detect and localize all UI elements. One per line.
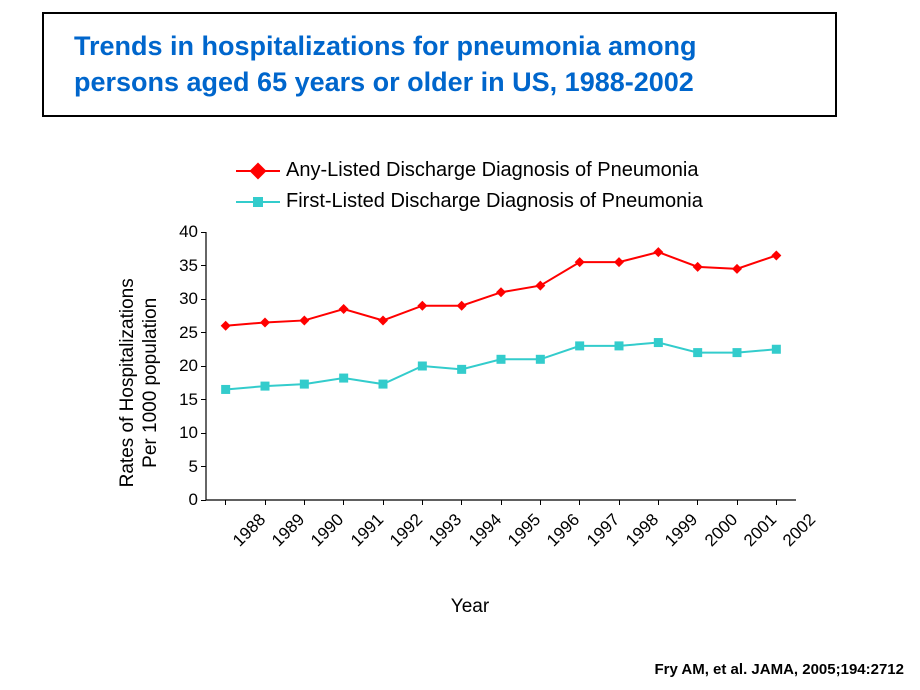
chart-area: Any-Listed Discharge Diagnosis of Pneumo… [110, 150, 830, 590]
x-tick-label: 1990 [307, 510, 348, 551]
diamond-icon [260, 317, 270, 327]
x-tick-label: 1996 [543, 510, 584, 551]
square-icon [457, 365, 466, 374]
y-tick-label: 30 [179, 289, 198, 309]
y-tick-label: 25 [179, 323, 198, 343]
x-tick-mark [501, 500, 502, 505]
square-icon [615, 341, 624, 350]
x-tick-label: 1989 [268, 510, 309, 551]
x-tick-mark [658, 500, 659, 505]
x-tick-label: 2002 [779, 510, 820, 551]
diamond-icon [496, 287, 506, 297]
square-icon [575, 341, 584, 350]
x-tick-label: 1999 [661, 510, 702, 551]
y-tick-label: 10 [179, 423, 198, 443]
title-box: Trends in hospitalizations for pneumonia… [42, 12, 837, 117]
diamond-icon [693, 262, 703, 272]
x-tick-mark [225, 500, 226, 505]
x-tick-label: 2000 [701, 510, 742, 551]
diamond-icon [771, 250, 781, 260]
y-tick-label: 5 [189, 457, 198, 477]
diamond-icon [614, 257, 624, 267]
x-tick-label: 2001 [740, 510, 781, 551]
square-icon [221, 385, 230, 394]
diamond-icon [732, 264, 742, 274]
legend-swatch-series-1 [236, 162, 280, 180]
square-icon [418, 362, 427, 371]
x-tick-mark [422, 500, 423, 505]
x-tick-mark [579, 500, 580, 505]
y-tick-label: 15 [179, 390, 198, 410]
y-tick-label: 20 [179, 356, 198, 376]
diamond-icon [378, 315, 388, 325]
square-icon [654, 338, 663, 347]
square-icon [536, 355, 545, 364]
y-axis-label: Rates of Hospitalizations Per 1000 popul… [117, 263, 163, 503]
square-icon [379, 380, 388, 389]
legend-item: Any-Listed Discharge Diagnosis of Pneumo… [236, 156, 703, 185]
diamond-icon [221, 321, 231, 331]
slide: Trends in hospitalizations for pneumonia… [0, 0, 920, 690]
x-tick-mark [265, 500, 266, 505]
diamond-icon [535, 281, 545, 291]
diamond-icon [457, 301, 467, 311]
y-tick-label: 40 [179, 222, 198, 242]
x-tick-label: 1988 [229, 510, 270, 551]
legend-item: First-Listed Discharge Diagnosis of Pneu… [236, 187, 703, 216]
legend: Any-Listed Discharge Diagnosis of Pneumo… [236, 156, 703, 218]
y-tick-label: 35 [179, 256, 198, 276]
x-tick-mark [540, 500, 541, 505]
square-icon [497, 355, 506, 364]
plot-svg [206, 232, 796, 500]
square-icon [261, 382, 270, 391]
x-tick-mark [737, 500, 738, 505]
x-tick-label: 1995 [504, 510, 545, 551]
x-tick-label: 1997 [583, 510, 624, 551]
y-tick-label: 0 [189, 490, 198, 510]
diamond-icon [250, 162, 267, 179]
citation-text: Fry AM, et al. JAMA, 2005;194:2712 [654, 661, 904, 678]
diamond-icon [299, 315, 309, 325]
x-tick-mark [619, 500, 620, 505]
square-icon [772, 345, 781, 354]
x-tick-label: 1993 [425, 510, 466, 551]
square-icon [733, 348, 742, 357]
x-tick-label: 1998 [622, 510, 663, 551]
x-tick-mark [697, 500, 698, 505]
plot-region: 0510152025303540198819891990199119921993… [206, 232, 796, 500]
diamond-icon [653, 247, 663, 257]
x-tick-label: 1994 [465, 510, 506, 551]
diamond-icon [417, 301, 427, 311]
diamond-icon [339, 304, 349, 314]
square-icon [300, 380, 309, 389]
legend-swatch-series-2 [236, 193, 280, 211]
x-tick-mark [461, 500, 462, 505]
x-axis-label: Year [110, 596, 830, 618]
x-tick-mark [776, 500, 777, 505]
x-tick-label: 1991 [347, 510, 388, 551]
square-icon [253, 197, 263, 207]
x-tick-mark [343, 500, 344, 505]
diamond-icon [575, 257, 585, 267]
square-icon [693, 348, 702, 357]
square-icon [339, 374, 348, 383]
legend-label: First-Listed Discharge Diagnosis of Pneu… [286, 187, 703, 216]
x-tick-mark [304, 500, 305, 505]
legend-label: Any-Listed Discharge Diagnosis of Pneumo… [286, 156, 698, 185]
x-tick-mark [383, 500, 384, 505]
x-tick-label: 1992 [386, 510, 427, 551]
page-title: Trends in hospitalizations for pneumonia… [74, 28, 805, 101]
